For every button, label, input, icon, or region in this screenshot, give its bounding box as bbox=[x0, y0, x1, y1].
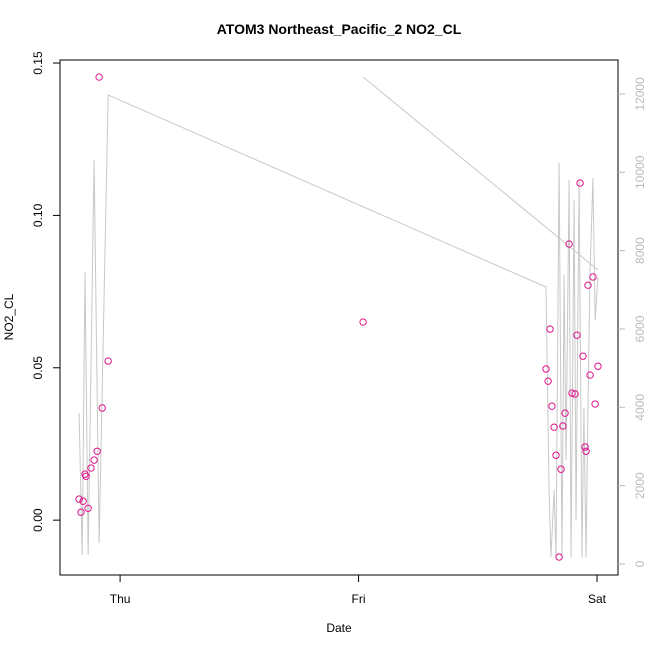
data-point bbox=[571, 390, 579, 398]
data-point bbox=[568, 389, 576, 397]
data-point bbox=[82, 472, 90, 480]
x-tick-label: Sat bbox=[588, 592, 607, 606]
y2-tick-label: 0 bbox=[633, 560, 647, 567]
data-point bbox=[544, 377, 552, 385]
y-tick-label: 0.15 bbox=[31, 51, 45, 75]
data-point bbox=[93, 447, 101, 455]
data-point bbox=[586, 371, 594, 379]
data-point bbox=[589, 273, 597, 281]
data-point bbox=[591, 400, 599, 408]
data-point bbox=[79, 497, 87, 505]
x-axis-title: Date bbox=[326, 621, 352, 635]
data-point bbox=[546, 325, 554, 333]
data-point bbox=[90, 456, 98, 464]
data-point bbox=[542, 365, 550, 373]
y2-tick-label: 2000 bbox=[633, 472, 647, 499]
data-point bbox=[75, 495, 83, 503]
data-point bbox=[576, 179, 584, 187]
y2-tick-label: 10000 bbox=[633, 155, 647, 189]
data-point bbox=[84, 504, 92, 512]
data-point bbox=[594, 362, 602, 370]
data-point bbox=[565, 240, 573, 248]
y2-tick-label: 8000 bbox=[633, 237, 647, 264]
chart-title: ATOM3 Northeast_Pacific_2 NO2_CL bbox=[217, 21, 462, 37]
data-point bbox=[579, 352, 587, 360]
data-point bbox=[561, 409, 569, 417]
data-point bbox=[552, 451, 560, 459]
x-tick-label: Fri bbox=[352, 592, 366, 606]
data-point bbox=[550, 423, 558, 431]
plot-frame bbox=[59, 59, 619, 576]
data-point bbox=[548, 402, 556, 410]
data-line bbox=[78, 76, 599, 558]
data-point bbox=[584, 281, 592, 289]
x-tick-label: Thu bbox=[110, 592, 131, 606]
data-point bbox=[555, 553, 563, 561]
data-point bbox=[87, 464, 95, 472]
y-tick-label: 0.10 bbox=[31, 203, 45, 227]
data-point bbox=[573, 331, 581, 339]
y-tick-label: 0.00 bbox=[31, 508, 45, 532]
data-point bbox=[581, 443, 589, 451]
data-point bbox=[104, 357, 112, 365]
y2-tick-label: 6000 bbox=[633, 315, 647, 342]
y2-tick-label: 4000 bbox=[633, 394, 647, 421]
data-point bbox=[559, 422, 567, 430]
data-point bbox=[98, 404, 106, 412]
y-tick-label: 0.05 bbox=[31, 356, 45, 380]
data-point bbox=[77, 508, 85, 516]
data-point bbox=[582, 447, 590, 455]
data-point bbox=[95, 73, 103, 81]
data-point bbox=[359, 318, 367, 326]
y2-tick-label: 12000 bbox=[633, 77, 647, 111]
data-point bbox=[557, 465, 565, 473]
y-axis-title: NO2_CL bbox=[2, 293, 16, 340]
